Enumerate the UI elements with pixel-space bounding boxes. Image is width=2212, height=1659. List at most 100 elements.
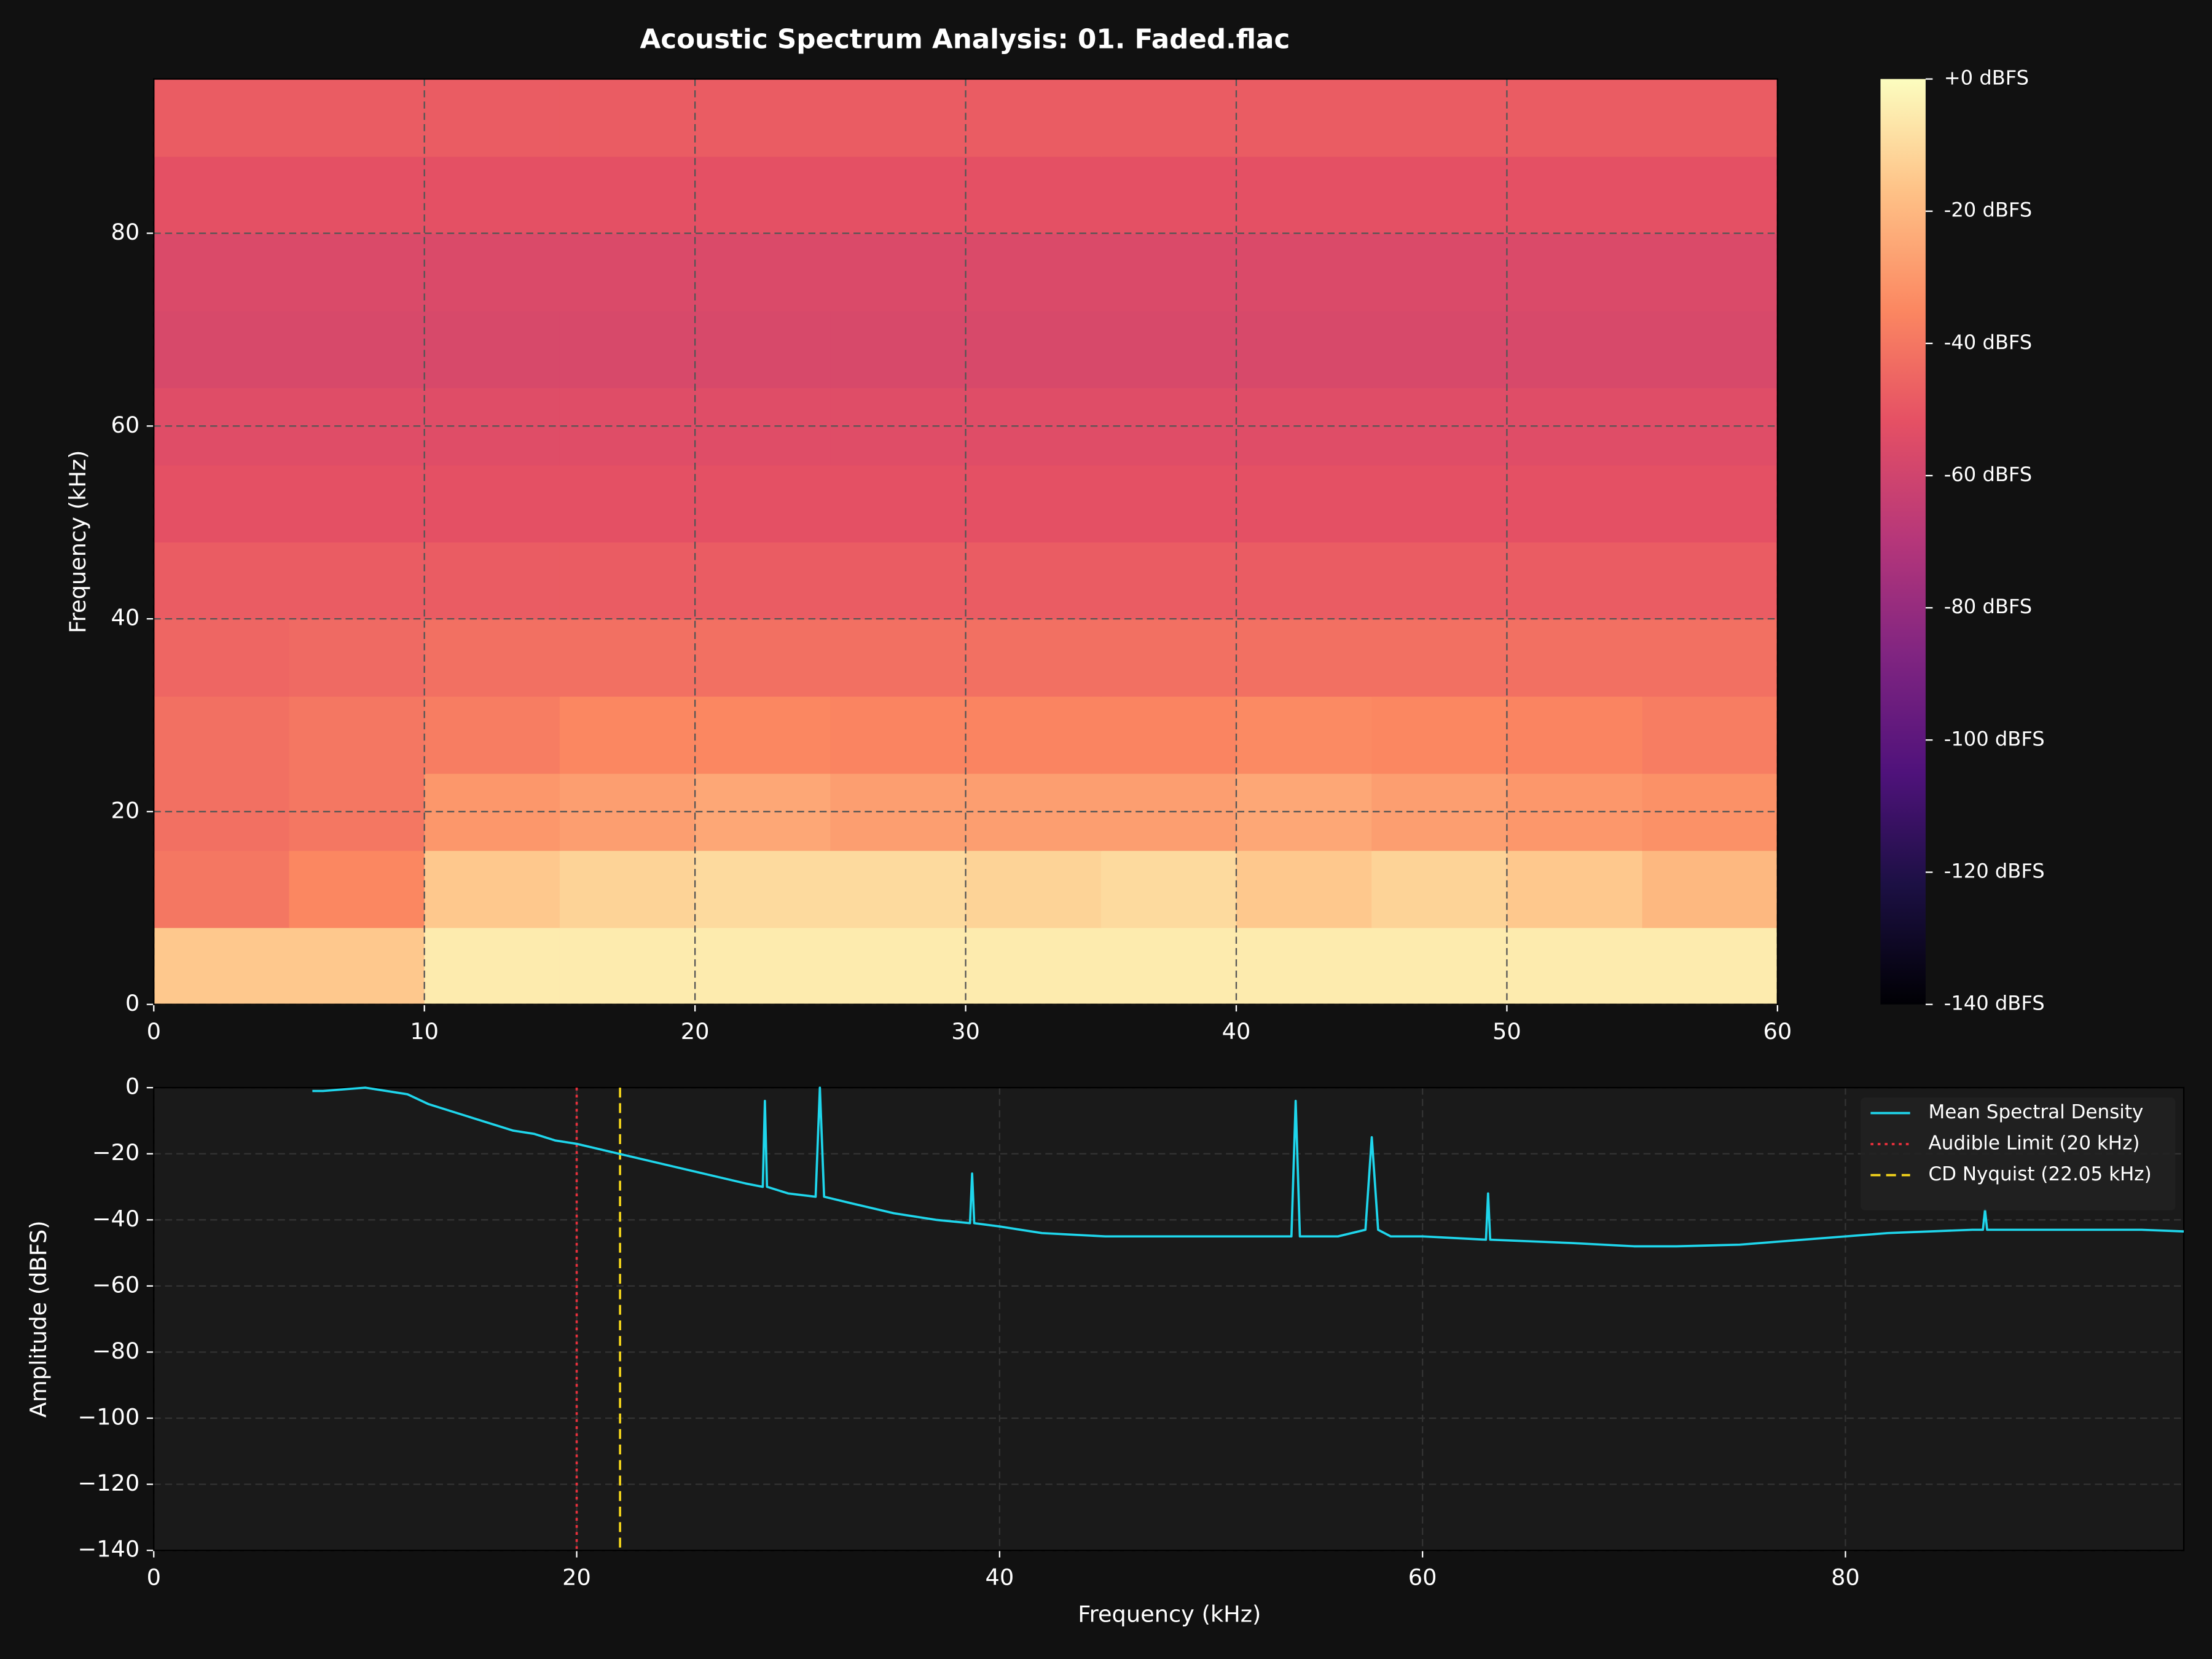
heatmap-cell (1642, 387, 1779, 466)
colorbar-tick-label: -120 dBFS (1944, 860, 2045, 883)
heatmap-cell (559, 541, 696, 620)
heatmap-cell (1507, 619, 1643, 697)
heatmap-cell (1371, 465, 1508, 543)
heatmap-cell (965, 773, 1102, 851)
heatmap-cell (830, 156, 967, 234)
heatmap-cell (1100, 79, 1237, 157)
heatmap-cell (830, 773, 967, 851)
heatmap-cell (1100, 156, 1237, 234)
heatmap-cell (1236, 156, 1373, 234)
heatmap-cell (1642, 465, 1779, 543)
x-tick-label: 50 (1492, 1018, 1521, 1045)
heatmap-cell (289, 233, 425, 312)
heatmap-cell (424, 310, 561, 388)
x-axis-label: Frequency (kHz) (1078, 1601, 1261, 1627)
line-series (312, 1086, 2184, 1248)
heatmap-cell (1371, 541, 1508, 620)
heatmap-cell (695, 850, 831, 928)
heatmap-cell (1642, 310, 1779, 388)
heatmap-cell (559, 696, 696, 774)
legend-label: Audible Limit (20 kHz) (1929, 1132, 2140, 1154)
colorbar (1880, 79, 1926, 1005)
colorbar-tick-label: -40 dBFS (1944, 331, 2032, 354)
x-tick-label: 0 (147, 1018, 161, 1045)
heatmap-cell (424, 850, 561, 928)
heatmap-cell (154, 927, 290, 1005)
heatmap-cell (1236, 310, 1373, 388)
heatmap-cell (830, 696, 967, 774)
heatmap-cell (1642, 156, 1779, 234)
x-tick-label: 60 (1763, 1018, 1792, 1045)
x-tick-label: 10 (410, 1018, 439, 1045)
heatmap-cell (695, 465, 831, 543)
heatmap-cell (695, 79, 831, 157)
heatmap-cell (1642, 696, 1779, 774)
heatmap-cell (1236, 79, 1373, 157)
x-tick-label: 20 (681, 1018, 710, 1045)
heatmap-cell (289, 541, 425, 620)
x-tick-label: 20 (562, 1564, 591, 1591)
x-tick-label: 80 (1831, 1564, 1860, 1591)
heatmap-cell (965, 79, 1102, 157)
heatmap-cell (559, 156, 696, 234)
heatmap-cell (289, 696, 425, 774)
heatmap-cell (830, 541, 967, 620)
heatmap-cell (1371, 387, 1508, 466)
heatmap-cell (1507, 310, 1643, 388)
heatmap-cell (695, 619, 831, 697)
heatmap-cell (1642, 927, 1779, 1005)
heatmap-cell (1236, 927, 1373, 1005)
y-tick-label: 0 (125, 990, 139, 1016)
heatmap-cell (1236, 773, 1373, 851)
y-tick-label: −100 (77, 1404, 139, 1430)
heatmap-cell (1371, 619, 1508, 697)
heatmap-cell (154, 850, 290, 928)
y-tick-label: 60 (111, 412, 140, 438)
heatmap-cell (695, 233, 831, 312)
heatmap-cell (1371, 773, 1508, 851)
heatmap-cell (1642, 233, 1779, 312)
heatmap-cell (1507, 696, 1643, 774)
heatmap-cell (965, 850, 1102, 928)
y-tick-label: 20 (111, 797, 140, 823)
y-tick-label: −140 (77, 1536, 139, 1563)
heatmap-cell (1371, 850, 1508, 928)
heatmap-cell (424, 465, 561, 543)
heatmap-cell (1100, 619, 1237, 697)
heatmap-cell (424, 233, 561, 312)
heatmap-cell (154, 465, 290, 543)
heatmap-cell (830, 927, 967, 1005)
heatmap-cell (154, 156, 290, 234)
heatmap-cell (424, 156, 561, 234)
heatmap-cell (1507, 387, 1643, 466)
heatmap-cell (830, 850, 967, 928)
heatmap-cell (830, 79, 967, 157)
heatmap-cell (1100, 465, 1237, 543)
legend-label: CD Nyquist (22.05 kHz) (1929, 1163, 2152, 1185)
heatmap-cell (830, 387, 967, 466)
colorbar-tick-label: +0 dBFS (1944, 66, 2029, 90)
colorbar-tick-label: -140 dBFS (1944, 992, 2045, 1015)
heatmap-cell (559, 465, 696, 543)
heatmap-cell (1236, 541, 1373, 620)
heatmap-cell (965, 310, 1102, 388)
y-tick-label: −40 (92, 1206, 139, 1232)
heatmap-cell (830, 619, 967, 697)
x-tick-label: 60 (1408, 1564, 1437, 1591)
heatmap-cell (424, 541, 561, 620)
heatmap-cell (559, 233, 696, 312)
heatmap-cell (289, 79, 425, 157)
heatmap-cell (424, 79, 561, 157)
y-tick-label: −20 (92, 1139, 139, 1166)
legend-label: Mean Spectral Density (1929, 1101, 2144, 1123)
x-tick-label: 40 (985, 1564, 1014, 1591)
heatmap-cell (1100, 387, 1237, 466)
heatmap-cell (1507, 773, 1643, 851)
heatmap-cell (1371, 696, 1508, 774)
heatmap-cell (1100, 927, 1237, 1005)
heatmap-cell (1507, 927, 1643, 1005)
heatmap-cell (154, 619, 290, 697)
heatmap-cell (695, 541, 831, 620)
